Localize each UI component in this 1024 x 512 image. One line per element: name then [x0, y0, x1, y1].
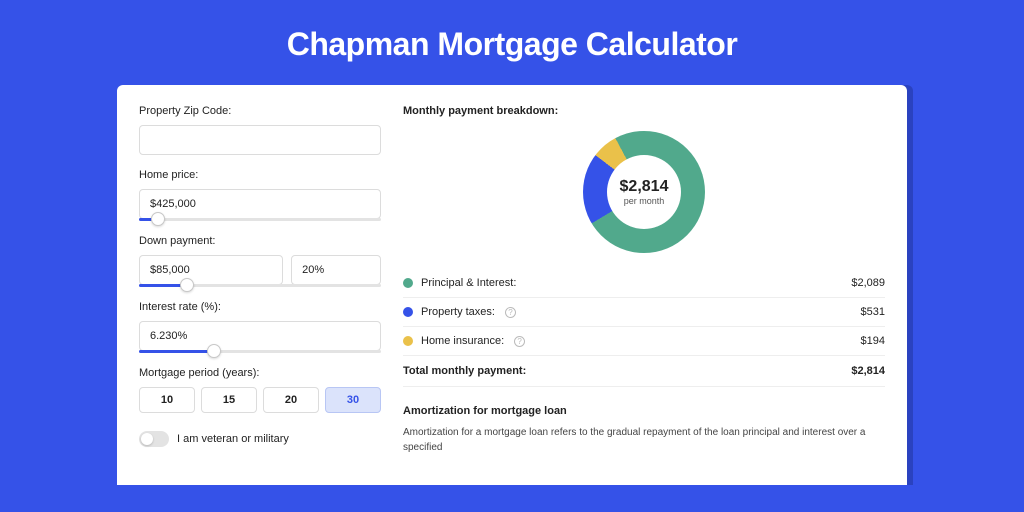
mortgage-period-label: Mortgage period (years): [139, 367, 381, 379]
interest-rate-label: Interest rate (%): [139, 301, 381, 313]
total-value: $2,814 [851, 365, 885, 377]
legend-value: $194 [861, 335, 885, 347]
interest-rate-input[interactable] [139, 321, 381, 351]
down-payment-slider-thumb[interactable] [180, 278, 194, 292]
legend-dot-icon [403, 278, 413, 288]
zip-label: Property Zip Code: [139, 105, 381, 117]
interest-rate-slider[interactable] [139, 350, 381, 353]
legend: Principal & Interest: $2,089 Property taxe… [403, 269, 885, 356]
home-price-slider-thumb[interactable] [151, 212, 165, 226]
down-payment-pct-input[interactable] [291, 255, 381, 285]
legend-row: Property taxes:? $531 [403, 298, 885, 327]
amortization-title: Amortization for mortgage loan [403, 405, 885, 417]
donut-chart: $2,814 per month [583, 131, 705, 253]
legend-label: Property taxes: [421, 306, 495, 318]
legend-label: Home insurance: [421, 335, 504, 347]
amortization-text: Amortization for a mortgage loan refers … [403, 425, 885, 455]
donut-amount: $2,814 [620, 178, 669, 196]
donut-wrap: $2,814 per month [403, 131, 885, 253]
interest-rate-field-group: Interest rate (%): [139, 301, 381, 353]
total-label: Total monthly payment: [403, 365, 526, 377]
period-btn-10[interactable]: 10 [139, 387, 195, 413]
down-payment-label: Down payment: [139, 235, 381, 247]
legend-dot-icon [403, 307, 413, 317]
donut-hole: $2,814 per month [607, 155, 681, 229]
period-btn-20[interactable]: 20 [263, 387, 319, 413]
donut-sub: per month [624, 196, 665, 206]
legend-left: Home insurance:? [403, 335, 525, 347]
down-payment-input[interactable] [139, 255, 283, 285]
down-payment-slider[interactable] [139, 284, 381, 287]
legend-label: Principal & Interest: [421, 277, 516, 289]
zip-field-group: Property Zip Code: [139, 105, 381, 155]
period-btn-15[interactable]: 15 [201, 387, 257, 413]
calculator-card: Property Zip Code: Home price: Down paym… [117, 85, 907, 485]
legend-row: Home insurance:? $194 [403, 327, 885, 356]
legend-dot-icon [403, 336, 413, 346]
page-title: Chapman Mortgage Calculator [0, 0, 1024, 85]
zip-input[interactable] [139, 125, 381, 155]
interest-rate-slider-fill [139, 350, 214, 353]
veteran-toggle-row: I am veteran or military [139, 431, 381, 447]
home-price-label: Home price: [139, 169, 381, 181]
interest-rate-slider-thumb[interactable] [207, 344, 221, 358]
legend-value: $2,089 [851, 277, 885, 289]
period-button-row: 10 15 20 30 [139, 387, 381, 413]
legend-left: Property taxes:? [403, 306, 516, 318]
home-price-slider[interactable] [139, 218, 381, 221]
veteran-toggle[interactable] [139, 431, 169, 447]
info-icon[interactable]: ? [514, 336, 525, 347]
breakdown-panel: Monthly payment breakdown: $2,814 per mo… [403, 105, 885, 465]
legend-value: $531 [861, 306, 885, 318]
mortgage-period-field-group: Mortgage period (years): 10 15 20 30 [139, 367, 381, 413]
legend-row: Principal & Interest: $2,089 [403, 269, 885, 298]
legend-left: Principal & Interest: [403, 277, 516, 289]
veteran-toggle-label: I am veteran or military [177, 433, 289, 445]
home-price-input[interactable] [139, 189, 381, 219]
home-price-field-group: Home price: [139, 169, 381, 221]
down-payment-field-group: Down payment: [139, 235, 381, 287]
veteran-toggle-knob [141, 433, 153, 445]
form-panel: Property Zip Code: Home price: Down paym… [139, 105, 381, 465]
total-row: Total monthly payment: $2,814 [403, 356, 885, 387]
breakdown-title: Monthly payment breakdown: [403, 105, 885, 117]
period-btn-30[interactable]: 30 [325, 387, 381, 413]
info-icon[interactable]: ? [505, 307, 516, 318]
